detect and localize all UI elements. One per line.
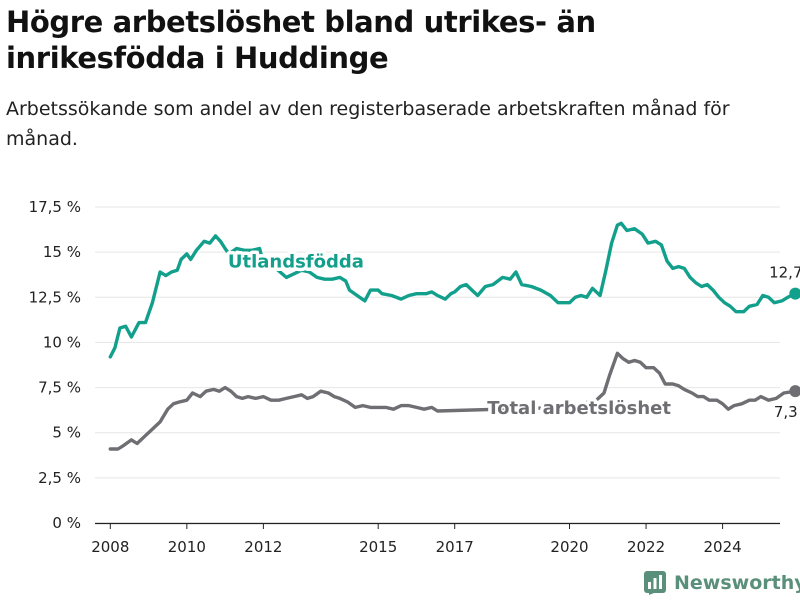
brand-name: Newsworthy: [674, 572, 800, 594]
series-label-foreign_born: Utlandsfödda: [228, 251, 364, 272]
x-tick-label: 2024: [704, 538, 742, 556]
y-tick-label: 10 %: [43, 333, 81, 351]
chart-title: Högre arbetslöshet bland utrikes- än inr…: [6, 5, 596, 75]
y-axis: 0 % 2,5 % 5 % 7,5 % 10 % 12,5 % 15 % 17,5 %: [29, 198, 81, 532]
end-value-label-total: 7,3 %: [774, 403, 800, 421]
y-tick-label: 5 %: [52, 424, 81, 442]
y-tick-label: 12,5 %: [29, 288, 81, 306]
x-tick-label: 2020: [550, 538, 588, 556]
gridlines: [95, 206, 780, 524]
newsworthy-logo[interactable]: Newsworthy: [644, 568, 800, 598]
x-tick-label: 2012: [244, 538, 282, 556]
x-axis: 2008 2010 2012 2015 2017 2020 2022 2024: [91, 522, 780, 556]
end-point-total: [789, 385, 800, 398]
y-tick-label: 7,5 %: [38, 379, 81, 397]
end-value-label-foreign_born: 12,7 %: [769, 264, 800, 282]
x-tick-label: 2022: [627, 538, 665, 556]
series-lines: [108, 221, 800, 451]
x-tick-label: 2008: [91, 538, 129, 556]
x-tick-label: 2010: [168, 538, 206, 556]
y-tick-label: 2,5 %: [38, 469, 81, 487]
series-labels: Utlandsfödda Total arbetslöshet 12,7 % 7,3 …: [224, 248, 800, 423]
y-tick-label: 0 %: [52, 514, 81, 532]
newsworthy-logo-icon: [644, 571, 666, 595]
y-tick-label: 15 %: [43, 243, 81, 261]
end-point-foreign_born: [789, 287, 800, 300]
series-line-foreign_born: [108, 221, 797, 359]
chart-subtitle: Arbetssökande som andel av den registerb…: [6, 98, 730, 150]
x-tick-label: 2015: [359, 538, 397, 556]
series-line-total: [108, 351, 797, 451]
series-label-total: Total arbetslöshet: [487, 398, 671, 419]
x-tick-label: 2017: [436, 538, 474, 556]
y-tick-label: 17,5 %: [29, 198, 81, 216]
